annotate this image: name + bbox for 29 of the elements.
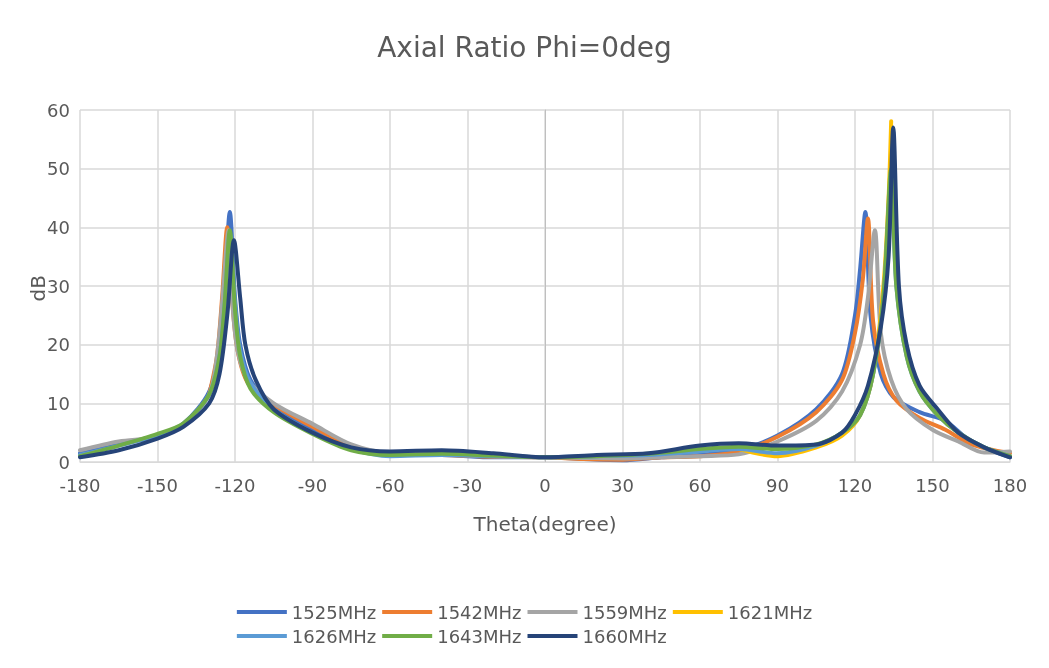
x-tick-label: 180: [992, 474, 1028, 496]
x-tick-label: 120: [837, 474, 873, 496]
x-tick-label: 30: [611, 474, 634, 496]
y-tick-label: 20: [47, 334, 70, 356]
x-tick-label: -120: [214, 474, 256, 496]
y-tick-label: 50: [47, 158, 70, 180]
legend-label: 1525MHz: [291, 601, 377, 623]
x-tick-label: -150: [137, 474, 178, 496]
x-tick-label: -90: [297, 474, 328, 496]
x-tick-label: -180: [59, 474, 101, 496]
y-tick-label: 40: [47, 216, 70, 238]
y-tick-label: 10: [47, 392, 70, 414]
x-tick-label: 150: [915, 474, 950, 496]
legend-label: 1626MHz: [291, 625, 377, 647]
x-tick-label: 0: [539, 474, 551, 496]
x-axis-title: Theta(degree): [472, 512, 617, 536]
legend-label: 1660MHz: [582, 625, 667, 647]
x-tick-label: -60: [375, 474, 405, 496]
x-tick-label: 90: [766, 474, 789, 496]
y-tick-label: 60: [47, 99, 70, 121]
legend-label: 1559MHz: [582, 601, 667, 623]
legend-label: 1542MHz: [437, 601, 522, 623]
legend-label: 1621MHz: [727, 601, 813, 623]
chart-title: Axial Ratio Phi=0deg: [377, 30, 672, 64]
legend-label: 1643MHz: [437, 625, 522, 647]
y-tick-label: 0: [58, 451, 70, 473]
x-tick-label: -30: [452, 474, 483, 496]
y-tick-label: 30: [47, 275, 70, 297]
x-tick-label: 60: [688, 474, 712, 496]
